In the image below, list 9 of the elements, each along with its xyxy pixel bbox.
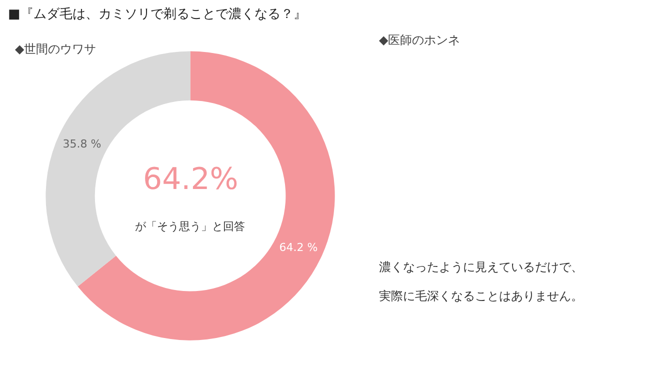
text: 64.2%: [143, 162, 238, 197]
data-label: 35.8 %: [62, 138, 102, 151]
text: 実際に毛深くなることはありません。: [379, 289, 583, 303]
data-label: 64.2 %: [279, 241, 318, 254]
chart-subtitle: ◆世間のウワサ: [15, 42, 96, 56]
text: ◆医師のホンネ: [379, 33, 460, 47]
chart-title: ■『ムダ毛は、カミソリで剃ることで濃くなる？』: [8, 7, 306, 22]
text: 濃くなったように見えているだけで、: [379, 260, 583, 274]
text: が「そう思う」と回答: [135, 220, 245, 233]
